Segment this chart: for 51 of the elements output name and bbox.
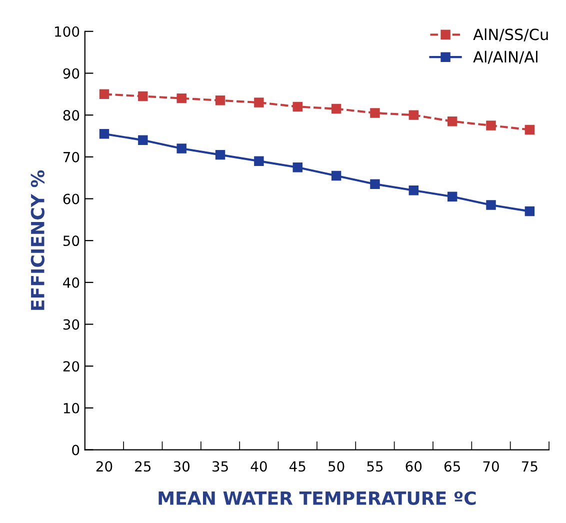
point <box>331 170 342 181</box>
point <box>331 104 342 114</box>
x-tick-label: 20 <box>96 461 112 472</box>
point <box>292 162 302 172</box>
legend-label: AlN/SS/Cu <box>473 28 548 42</box>
point <box>292 102 302 112</box>
x-tick-label: 35 <box>212 461 228 472</box>
y-tick-label: 50 <box>63 236 80 246</box>
y-tick-label: 10 <box>64 402 80 414</box>
x-tick-label: 70 <box>483 461 499 472</box>
x-tick-label: 50 <box>328 461 344 472</box>
x-tick-label: 25 <box>135 461 151 472</box>
y-tick-label: 90 <box>63 68 80 79</box>
y-tick-label: 70 <box>64 152 80 162</box>
point <box>215 96 226 106</box>
x-tick-label: 40 <box>250 461 267 472</box>
y-tick-label: 60 <box>63 194 80 204</box>
point <box>215 150 226 160</box>
point <box>408 186 419 196</box>
y-tick-label: 30 <box>63 319 80 330</box>
y-axis-title: EFFICIENCY % <box>30 170 44 310</box>
x-tick-label: 55 <box>367 461 383 472</box>
point <box>99 89 110 99</box>
y-tick-label: 40 <box>63 277 80 288</box>
y-tick-label: 20 <box>63 361 80 372</box>
point <box>524 206 535 216</box>
x-tick-label: 45 <box>289 461 306 472</box>
x-axis-title: MEAN WATER TEMPERATURE ºC <box>158 491 476 505</box>
point <box>408 110 419 120</box>
point <box>486 120 496 130</box>
point <box>370 108 380 118</box>
point <box>254 98 264 108</box>
point <box>176 144 186 154</box>
legend-label: Al/AlN/Al <box>473 50 538 64</box>
y-tick-label: 80 <box>63 110 80 121</box>
point <box>138 135 148 146</box>
x-tick-label: 75 <box>522 461 538 472</box>
point <box>486 200 496 210</box>
point <box>447 116 458 126</box>
point <box>176 93 186 104</box>
point <box>99 129 110 139</box>
x-tick-label: 30 <box>174 461 190 472</box>
x-tick-label: 65 <box>444 461 460 472</box>
point <box>370 179 380 189</box>
y-tick-label: 0 <box>72 444 80 456</box>
point <box>138 91 148 102</box>
y-tick-label: 100 <box>55 26 80 37</box>
point <box>524 124 535 135</box>
point <box>447 192 458 202</box>
point <box>254 156 264 166</box>
x-tick-label: 60 <box>406 461 422 472</box>
